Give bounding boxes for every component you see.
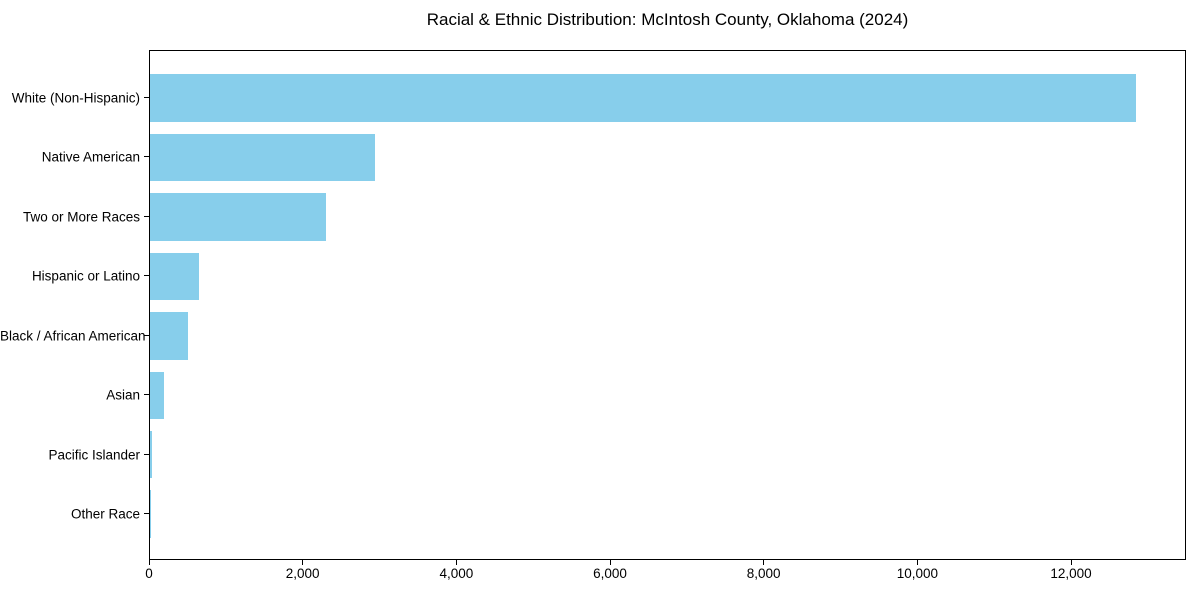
y-tick-mark (144, 156, 149, 158)
y-tick-mark (144, 453, 149, 455)
x-tick-mark (609, 560, 611, 565)
x-tick-mark (455, 560, 457, 565)
bar-two-or-more-races (150, 193, 326, 241)
bar-native-american (150, 133, 375, 182)
x-tick-label-6000: 6,000 (593, 566, 627, 581)
y-tick-mark (144, 334, 149, 336)
y-tick-label-other-race: Other Race (70, 506, 140, 522)
y-tick-label-black-african-american: Black / African American (0, 328, 146, 344)
x-tick-mark (763, 560, 765, 565)
bar-black-african-american (150, 312, 189, 360)
bar-asian (150, 371, 164, 419)
bar-pacific-islander (150, 430, 152, 479)
x-tick-label-2000: 2,000 (285, 566, 320, 581)
y-tick-mark (144, 394, 149, 396)
x-tick-label-10000: 10,000 (896, 566, 938, 581)
chart-title: Racial & Ethnic Distribution: McIntosh C… (426, 10, 909, 29)
y-tick-label-asian: Asian (106, 387, 140, 403)
x-tick-mark (302, 560, 304, 565)
y-tick-mark (144, 275, 149, 277)
y-tick-mark (144, 513, 149, 515)
y-tick-label-hispanic-or-latino: Hispanic or Latino (31, 268, 140, 284)
x-tick-mark (1070, 560, 1072, 565)
x-tick-mark (916, 560, 918, 565)
x-tick-label-0: 0 (145, 566, 153, 581)
x-tick-label-4000: 4,000 (439, 566, 474, 581)
y-tick-label-pacific-islander: Pacific Islander (48, 447, 140, 463)
y-tick-label-native-american: Native American (41, 149, 140, 165)
x-tick-label-8000: 8,000 (746, 566, 781, 581)
x-tick-mark (148, 560, 150, 565)
y-tick-label-white-non-hispanic: White (Non-Hispanic) (11, 90, 140, 106)
x-tick-label-12000: 12,000 (1050, 566, 1092, 581)
bar-hispanic-or-latino (150, 252, 200, 301)
y-tick-mark (144, 97, 149, 98)
y-tick-mark (144, 215, 149, 217)
bar-white-non-hispanic (150, 74, 1136, 122)
y-tick-label-two-or-more-races: Two or More Races (22, 209, 140, 225)
plot-area (149, 50, 1186, 560)
